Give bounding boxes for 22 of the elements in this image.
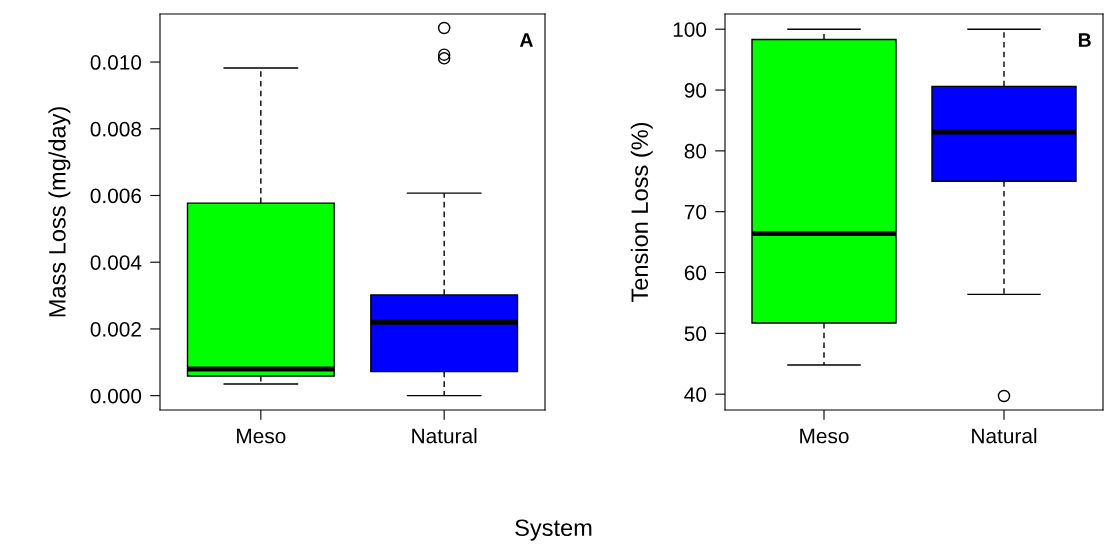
y-tick-label: 70 [684, 204, 707, 220]
y-tick-label: 0.000 [90, 388, 142, 404]
y-axis-title: Mass Loss (mg/day) [48, 107, 71, 317]
y-tick-label: 50 [684, 326, 707, 342]
y-tick-label: 60 [684, 265, 707, 281]
y-tick-label: 0.010 [90, 55, 142, 70]
y-tick-label: 90 [684, 83, 707, 98]
x-tick-label: Meso [237, 428, 286, 444]
y-tick-label: 100 [673, 22, 707, 37]
x-axis-title: System [515, 519, 592, 541]
y-tick-label: 0.008 [90, 121, 142, 137]
x-tick-label: Meso [800, 428, 849, 444]
annotation: A [519, 33, 533, 47]
y-tick-label: 0.002 [90, 321, 141, 337]
y-axis-title: Tension Loss (%) [630, 122, 653, 303]
y-tick-label: 0.004 [90, 255, 142, 270]
annotation: B [1078, 33, 1091, 47]
y-tick-label: 80 [684, 143, 707, 159]
x-tick-label: Natural [412, 428, 477, 444]
y-tick-label: 0.006 [90, 188, 142, 204]
y-tick-label: 40 [684, 387, 707, 402]
x-tick-label: Natural [972, 428, 1037, 444]
